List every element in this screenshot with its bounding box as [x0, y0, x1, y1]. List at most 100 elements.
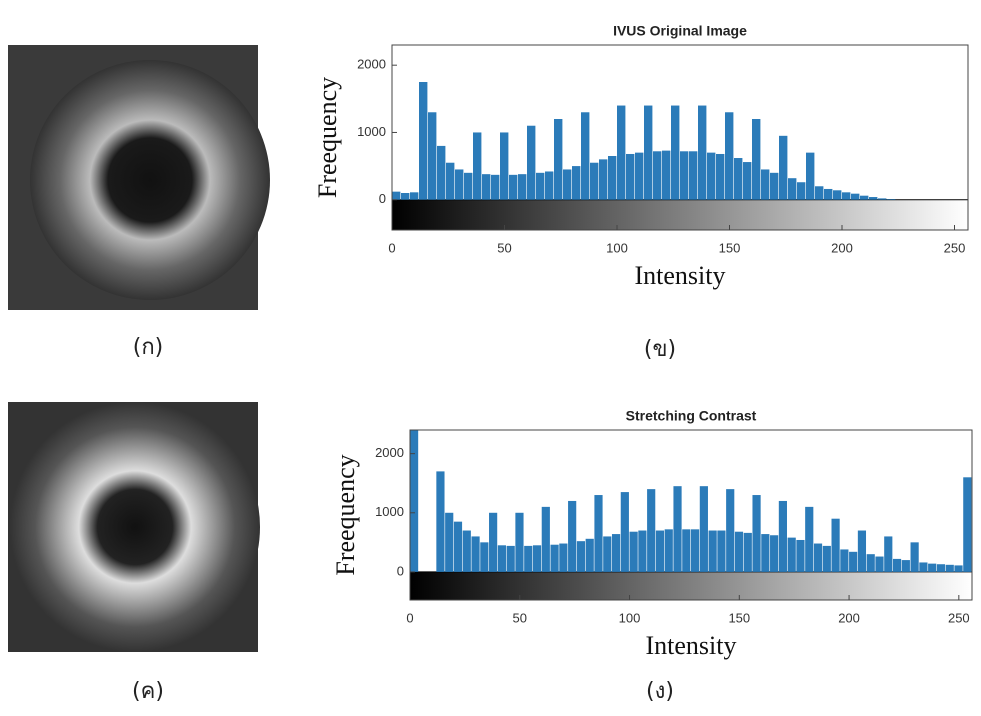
x-tick-label: 0 — [388, 240, 395, 255]
x-tick-label: 0 — [406, 610, 413, 625]
bar — [937, 564, 945, 572]
bar — [577, 541, 585, 572]
bar — [700, 486, 708, 572]
bar — [682, 529, 690, 572]
bar — [473, 132, 481, 199]
bar — [545, 171, 553, 199]
bar — [436, 471, 444, 572]
bar — [849, 552, 857, 572]
bar — [410, 192, 418, 199]
bar — [788, 538, 796, 572]
bar — [875, 557, 883, 572]
caption: (ข) — [644, 337, 676, 362]
bar — [919, 562, 927, 571]
bar — [671, 106, 679, 200]
x-tick-label: 50 — [497, 240, 511, 255]
x-tick-label: 250 — [944, 240, 966, 255]
bar — [735, 532, 743, 572]
bar — [717, 531, 725, 572]
bar — [554, 119, 562, 200]
bar — [551, 545, 559, 572]
bar — [887, 199, 895, 200]
bar — [581, 112, 589, 199]
bar — [823, 546, 831, 572]
bar — [928, 564, 936, 572]
bar — [806, 153, 814, 200]
y-tick-label: 0 — [397, 563, 404, 578]
intensity-ramp — [392, 200, 968, 230]
bar — [815, 186, 823, 199]
bar — [524, 546, 532, 572]
y-tick-label: 2000 — [357, 57, 386, 72]
bar — [662, 151, 670, 200]
bar — [480, 542, 488, 572]
bar — [725, 112, 733, 199]
bar — [463, 531, 471, 572]
bar — [603, 536, 611, 571]
bar — [716, 154, 724, 200]
bar — [608, 156, 616, 200]
x-axis-label: Intensity — [635, 261, 726, 290]
bar — [647, 489, 655, 572]
bar — [814, 544, 822, 572]
bar — [858, 531, 866, 572]
bar — [673, 486, 681, 572]
bar — [621, 492, 629, 572]
bar — [824, 189, 832, 200]
bar — [515, 513, 523, 572]
bar — [709, 531, 717, 572]
bar — [599, 159, 607, 199]
bar — [563, 169, 571, 199]
bar — [805, 507, 813, 572]
bar — [698, 106, 706, 200]
bar — [954, 565, 962, 572]
y-tick-label: 0 — [379, 191, 386, 206]
bar — [796, 540, 804, 572]
y-tick-label: 2000 — [375, 445, 404, 460]
chart-title: IVUS Original Image — [613, 23, 747, 39]
bar — [770, 173, 778, 200]
bar — [752, 495, 760, 572]
bar — [707, 153, 715, 200]
bar — [691, 529, 699, 572]
x-axis-label: Intensity — [646, 631, 737, 660]
caption: (ก) — [133, 335, 164, 360]
y-axis-label: Freequency — [331, 454, 360, 575]
figure: (ก) (ข) (ค) (ง) 010002000050100150200250… — [0, 0, 981, 716]
bar — [752, 119, 760, 200]
bar — [656, 531, 664, 572]
x-tick-label: 250 — [948, 610, 970, 625]
bar — [689, 151, 697, 199]
bar — [832, 519, 840, 572]
bar — [744, 533, 752, 572]
bar — [454, 522, 462, 572]
bar — [963, 477, 971, 572]
bar — [446, 163, 454, 200]
bar — [572, 166, 580, 200]
caption: (ค) — [132, 679, 164, 704]
bar — [680, 151, 688, 199]
y-tick-label: 1000 — [357, 124, 386, 139]
bar — [482, 174, 490, 200]
x-tick-label: 50 — [513, 610, 527, 625]
bar — [437, 146, 445, 200]
bar — [533, 545, 541, 572]
bar — [833, 190, 841, 199]
bar — [638, 531, 646, 572]
bar — [419, 82, 427, 200]
bar — [878, 198, 886, 199]
bar — [612, 534, 620, 572]
bar — [840, 549, 848, 571]
bar — [884, 536, 892, 571]
bar — [797, 182, 805, 199]
bar — [617, 106, 625, 200]
bar — [500, 132, 508, 199]
bar — [464, 173, 472, 200]
bar — [788, 178, 796, 200]
bar — [893, 559, 901, 572]
bar — [869, 197, 877, 200]
bar — [536, 173, 544, 200]
bar — [946, 565, 954, 572]
bar — [509, 175, 517, 200]
bar — [392, 192, 400, 200]
